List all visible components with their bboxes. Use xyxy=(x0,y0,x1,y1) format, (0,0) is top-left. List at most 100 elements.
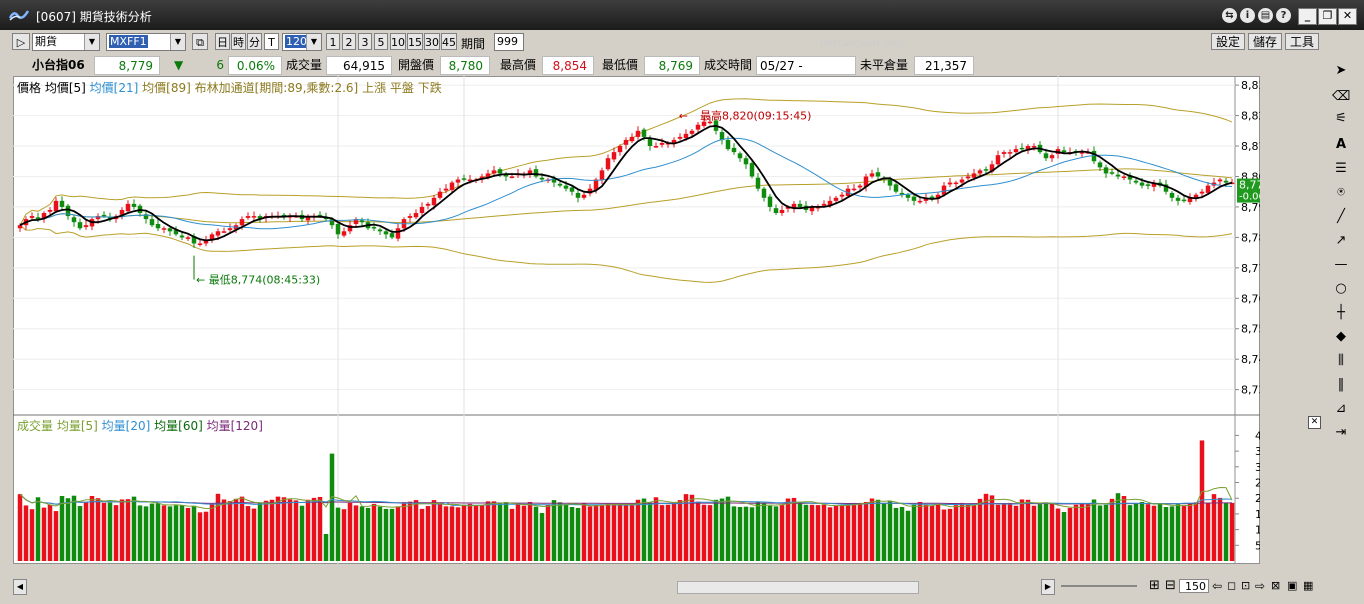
candle-body xyxy=(1097,162,1103,168)
volume-bar xyxy=(929,505,935,561)
market-select[interactable]: 期貨 ▼ xyxy=(32,33,100,51)
interval-button-30[interactable]: 30 xyxy=(424,33,440,50)
interval-button-3[interactable]: 3 xyxy=(358,33,372,50)
volume-bar xyxy=(101,502,107,561)
select-all-icon[interactable]: ⚟ xyxy=(1335,111,1347,126)
period-minute-button[interactable]: 分 xyxy=(247,33,262,50)
save-button[interactable]: 儲存 xyxy=(1248,33,1282,50)
zoom-in-icon[interactable]: ⊞ xyxy=(1149,578,1160,593)
period-tick-button[interactable]: T xyxy=(264,33,279,50)
candle-body xyxy=(533,169,539,177)
horizontal-line-icon[interactable]: — xyxy=(1334,257,1348,272)
volume-bar xyxy=(635,499,641,561)
zoom-out-icon[interactable]: ⊟ xyxy=(1165,578,1176,593)
interval-button-1[interactable]: 1 xyxy=(326,33,340,50)
tools-button[interactable]: 工具 xyxy=(1285,33,1319,50)
interval-button-10[interactable]: 10 xyxy=(390,33,406,50)
candle-body xyxy=(395,228,401,239)
candle-body xyxy=(875,172,881,177)
search-icon[interactable]: ⧉ xyxy=(192,33,208,50)
price-tick-label: 8,770 xyxy=(1241,262,1260,275)
horizontal-lines-icon[interactable]: ☰ xyxy=(1335,161,1347,176)
tick-select[interactable]: 120 ▼ xyxy=(282,33,322,51)
ray-line-icon[interactable]: ↗ xyxy=(1335,233,1347,248)
fan-icon[interactable]: ⊿ xyxy=(1335,401,1347,416)
eraser-icon[interactable]: ⌫ xyxy=(1332,89,1351,104)
volume-bar xyxy=(389,508,395,561)
info-icon[interactable]: i xyxy=(1240,8,1255,23)
candle-body xyxy=(1025,146,1031,151)
volume-bar xyxy=(833,505,839,561)
chart-area[interactable]: 8,7308,7408,7508,7608,7708,7808,7908,800… xyxy=(13,76,1276,575)
candle-body xyxy=(761,188,767,198)
symbol-input[interactable]: MXFF1 ▼ xyxy=(106,33,186,51)
candle-body xyxy=(527,170,533,174)
forward-icon[interactable]: ⇨ xyxy=(1255,579,1266,593)
text-tool-icon[interactable]: A xyxy=(1335,137,1347,152)
vertical-line-icon[interactable]: ┼ xyxy=(1337,305,1345,320)
period-input[interactable]: 999 xyxy=(494,33,524,51)
interval-button-5[interactable]: 5 xyxy=(374,33,388,50)
candle-body xyxy=(461,178,467,180)
candle-body xyxy=(47,209,53,212)
candle-body xyxy=(1079,152,1085,154)
close-button[interactable]: ✕ xyxy=(1338,8,1357,25)
candle-body xyxy=(503,174,509,177)
candle-body xyxy=(905,194,911,198)
close-panel-icon[interactable]: ✕ xyxy=(1308,416,1321,429)
volume-bar xyxy=(383,508,389,561)
magnet-icon[interactable]: ⍟ xyxy=(1337,185,1345,200)
period-day-button[interactable]: 日 xyxy=(215,33,230,50)
high-arrow: ← xyxy=(679,110,688,123)
fibonacci-icon[interactable]: ⫼ xyxy=(1338,353,1344,368)
candle-body xyxy=(149,219,155,226)
scroll-right-icon[interactable]: ▶ xyxy=(1041,579,1055,595)
interval-button-45[interactable]: 45 xyxy=(441,33,457,50)
window-title: [0607] 期貨技術分析 xyxy=(36,10,152,24)
circle-icon[interactable]: ○ xyxy=(1335,281,1347,296)
printer-icon[interactable]: ▤ xyxy=(1258,8,1273,23)
volume-bar xyxy=(923,504,929,561)
candle-body xyxy=(1145,184,1151,186)
scroll-thumb[interactable] xyxy=(677,581,919,594)
trend-line-icon[interactable]: ╱ xyxy=(1337,209,1345,224)
back-icon[interactable]: ⇦ xyxy=(1212,579,1223,593)
chart-canvas[interactable]: 8,7308,7408,7508,7608,7708,7808,7908,800… xyxy=(13,76,1276,575)
stop-icon[interactable]: ◻ xyxy=(1227,579,1237,592)
volume-bar xyxy=(983,493,989,561)
zoom-input[interactable]: 150 xyxy=(1179,579,1209,593)
vertical-bars-icon[interactable]: ‖ xyxy=(1337,377,1345,392)
settings-button[interactable]: 設定 xyxy=(1211,33,1245,50)
indent-icon[interactable]: ⇥ xyxy=(1335,425,1347,440)
volume-bar xyxy=(287,499,293,561)
interval-button-15[interactable]: 15 xyxy=(407,33,423,50)
candle-body xyxy=(695,124,701,130)
candle-body xyxy=(17,225,23,229)
picture-icon[interactable]: ▦ xyxy=(1303,579,1314,592)
volume-bar xyxy=(1127,505,1133,561)
period-hour-button[interactable]: 時 xyxy=(231,33,246,50)
volume-bar xyxy=(1157,503,1163,561)
link-icon[interactable]: ⇆ xyxy=(1222,8,1237,23)
scroll-left-icon[interactable]: ◀ xyxy=(13,579,27,595)
candle-body xyxy=(203,240,209,244)
interval-button-2[interactable]: 2 xyxy=(342,33,356,50)
bottom-scrollbar[interactable]: ◀ ▶ ⊞ ⊟ 150 ⇦ ◻ ⊡ ⇨ ⊠ ▣ ▦ xyxy=(13,579,1353,595)
play-icon[interactable]: ▷ xyxy=(12,33,30,50)
marker-icon[interactable]: ◆ xyxy=(1336,329,1346,344)
zoom-slider[interactable] xyxy=(1061,585,1137,587)
volume-bar xyxy=(401,502,407,561)
help-icon[interactable]: ? xyxy=(1276,8,1291,23)
export-icon[interactable]: ⊠ xyxy=(1271,579,1281,592)
volume-bar xyxy=(893,507,899,561)
volume-bar xyxy=(155,503,161,561)
cursor-icon[interactable]: ➤ xyxy=(1335,63,1347,78)
minimize-button[interactable]: _ xyxy=(1298,8,1317,25)
maximize-button[interactable]: ❐ xyxy=(1318,8,1337,25)
high-value: 8,854 xyxy=(542,56,594,75)
volume-bar xyxy=(359,506,365,561)
volume-value: 64,915 xyxy=(326,56,392,75)
disk-icon[interactable]: ▣ xyxy=(1287,579,1298,592)
volume-bar xyxy=(761,503,767,561)
end-icon[interactable]: ⊡ xyxy=(1241,579,1251,592)
